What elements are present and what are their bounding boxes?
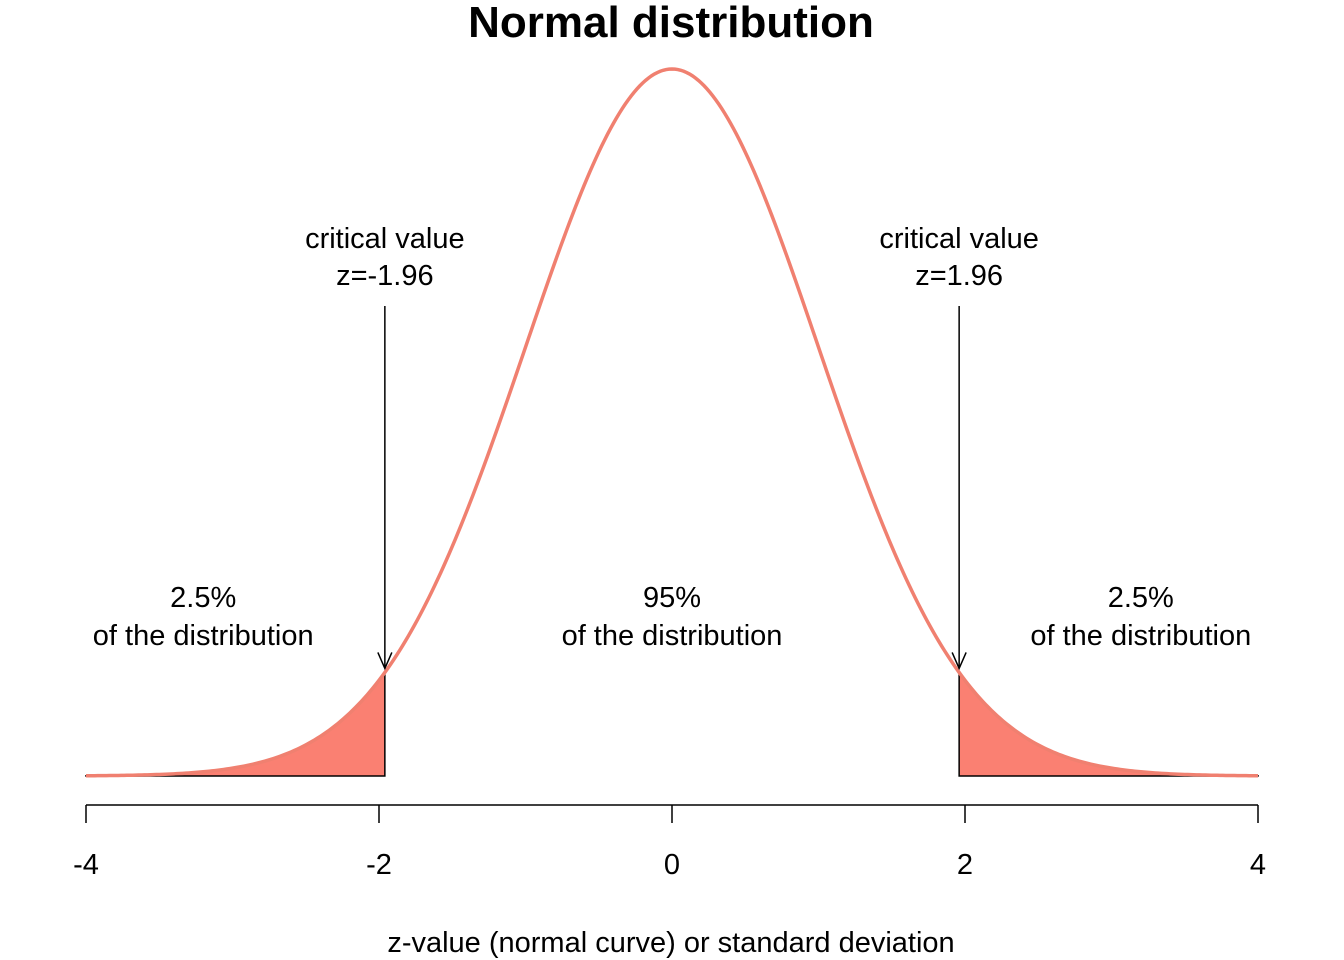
shaded-region-left [85,670,386,777]
chart-title: Normal distribution [468,0,874,47]
x-axis-ticks: -4 -2 0 2 4 [73,805,1266,881]
critical-value-markers: critical value z=-1.96 critical value z=1.9… [305,223,1039,671]
region-labels: 2.5% of the distribution 95% of the distrib… [93,582,1251,652]
critical-value-z-left: z=-1.96 [336,260,434,292]
critical-value-z-right: z=1.96 [915,260,1003,292]
critical-value-arrowhead-left [377,652,393,671]
region-caption-right-tail: of the distribution [1030,620,1251,652]
x-tick-label: -4 [73,849,99,881]
x-tick-label: 4 [1250,849,1266,881]
x-tick-label: 0 [664,849,680,881]
critical-value-label-left: critical value [305,223,465,255]
region-percent-center: 95% [643,582,701,614]
critical-value-label-right: critical value [879,223,1039,255]
x-tick-label: -2 [366,849,392,881]
region-caption-center: of the distribution [562,620,783,652]
x-axis: -4 -2 0 2 4 [73,804,1266,881]
density-curve [85,67,1259,778]
region-caption-left-tail: of the distribution [93,620,314,652]
x-tick-label: 2 [957,849,973,881]
critical-value-arrowhead-right [951,652,967,671]
x-axis-title: z-value (normal curve) or standard devia… [387,927,954,959]
region-percent-left-tail: 2.5% [170,582,236,614]
region-percent-right-tail: 2.5% [1108,582,1174,614]
shaded-region-right [958,670,1259,777]
